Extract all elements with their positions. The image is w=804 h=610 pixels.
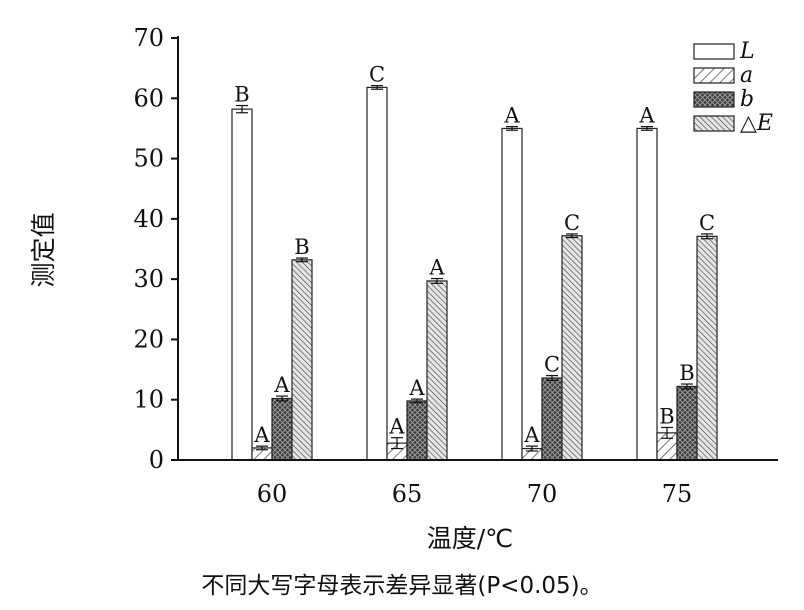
- y-tick-label: 70: [133, 24, 164, 52]
- significance-label: B: [659, 404, 674, 428]
- legend-swatch: [693, 115, 735, 132]
- significance-label: B: [679, 361, 694, 385]
- y-tick-label: 30: [133, 265, 164, 293]
- y-tick-label: 0: [149, 446, 164, 474]
- significance-label: C: [544, 353, 560, 377]
- legend-swatch: [693, 43, 735, 60]
- bar: [291, 259, 313, 461]
- bar: [561, 235, 583, 461]
- legend-label: △E: [740, 111, 773, 136]
- y-tick-label: 50: [133, 145, 164, 173]
- x-axis-title: 温度/℃: [427, 524, 514, 553]
- bar: [231, 108, 253, 461]
- bar: [271, 397, 293, 461]
- y-tick-label: 20: [133, 325, 164, 353]
- significance-label: A: [428, 256, 445, 280]
- bar: [541, 377, 563, 461]
- significance-label: C: [564, 211, 580, 235]
- significance-label: A: [523, 423, 540, 447]
- bar: [636, 127, 658, 461]
- bar: [676, 385, 698, 461]
- bar: [426, 280, 448, 461]
- significance-label: A: [388, 415, 405, 439]
- significance-label: C: [699, 211, 715, 235]
- x-tick-label: 60: [257, 480, 288, 508]
- significance-label: A: [408, 376, 425, 400]
- bar: [501, 127, 523, 461]
- legend-label: a: [740, 63, 753, 88]
- significance-label: B: [234, 83, 249, 107]
- x-tick-label: 65: [392, 480, 423, 508]
- legend-label: b: [740, 87, 754, 112]
- significance-label: A: [273, 373, 290, 397]
- y-tick-label: 60: [133, 84, 164, 112]
- significance-label: A: [638, 104, 655, 128]
- bar: [366, 86, 388, 461]
- legend-swatch: [693, 91, 735, 108]
- y-tick-label: 40: [133, 205, 164, 233]
- x-tick-label: 70: [527, 480, 558, 508]
- significance-label: A: [253, 423, 270, 447]
- bar: [406, 400, 428, 461]
- x-tick-label: 75: [662, 480, 693, 508]
- legend-swatch: [693, 67, 735, 84]
- significance-label: B: [294, 235, 309, 259]
- y-axis-title: 测定值: [29, 212, 58, 287]
- significance-label: A: [503, 104, 520, 128]
- y-tick-label: 10: [133, 386, 164, 414]
- bar: [696, 235, 718, 461]
- significance-label: C: [369, 63, 385, 87]
- legend-label: L: [739, 39, 755, 64]
- figure-caption: 不同大写字母表示差异显著(P<0.05)。: [201, 573, 603, 599]
